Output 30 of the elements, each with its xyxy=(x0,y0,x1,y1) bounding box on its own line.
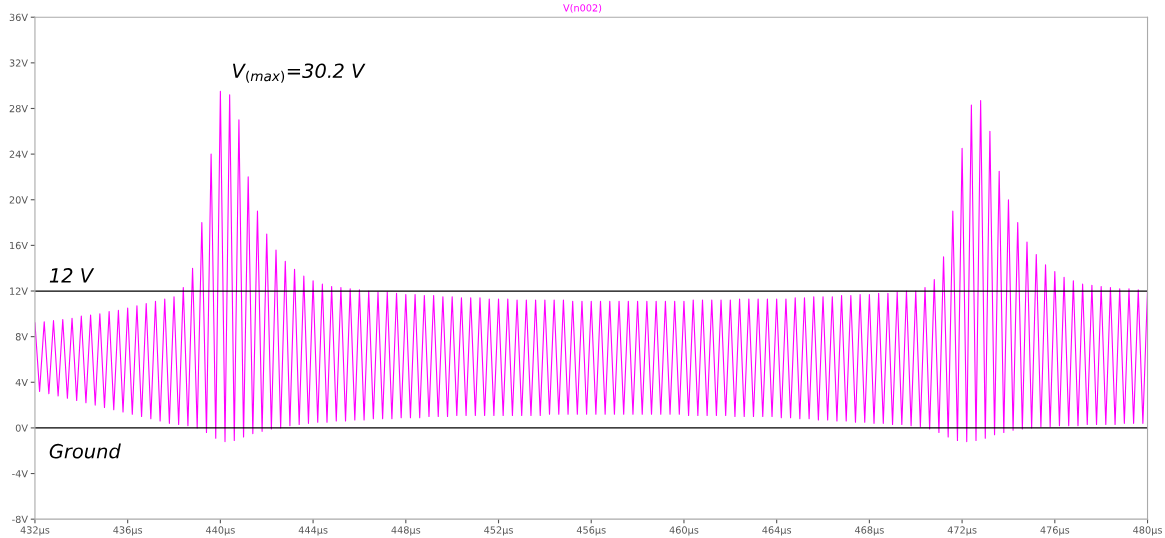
x-tick-label: 476µs xyxy=(1040,526,1070,536)
y-tick-label: 36V xyxy=(9,13,28,22)
y-tick-label: 32V xyxy=(9,59,28,67)
y-tick-label: 20V xyxy=(9,196,28,204)
x-tick-label: 472µs xyxy=(947,526,977,536)
x-tick-label: 436µs xyxy=(113,526,143,536)
y-tick-label: 28V xyxy=(9,104,28,113)
annotation: V$_{(max)}$=30.2 V xyxy=(233,63,366,83)
y-tick-label: 16V xyxy=(10,241,28,250)
y-tick-label: 12V xyxy=(10,287,28,295)
y-tick-label: -8V xyxy=(12,515,28,523)
chart-title: V(n002) xyxy=(563,4,602,13)
y-tick-label: -4V xyxy=(12,470,28,478)
x-tick-label: 444µs xyxy=(298,526,328,536)
x-tick-label: 464µs xyxy=(762,526,792,536)
ref-line-label: 12 V xyxy=(49,268,95,283)
y-tick-label: 0V xyxy=(15,424,28,432)
x-tick-label: 460µs xyxy=(669,526,699,536)
x-tick-label: 480µs xyxy=(1133,526,1162,536)
line-series xyxy=(34,90,1148,443)
y-tick-label: 8V xyxy=(15,333,28,341)
x-tick-label: 452µs xyxy=(484,526,513,536)
x-tick-label: 456µs xyxy=(576,526,606,536)
x-tick-label: 468µs xyxy=(854,526,884,536)
y-tick-label: 24V xyxy=(9,150,28,158)
x-tick-label: 440µs xyxy=(205,526,235,536)
x-tick-label: 432µs xyxy=(20,526,50,536)
ref-line-label: Ground xyxy=(49,443,121,459)
y-tick-label: 4V xyxy=(15,378,28,386)
x-tick-label: 448µs xyxy=(391,526,421,536)
